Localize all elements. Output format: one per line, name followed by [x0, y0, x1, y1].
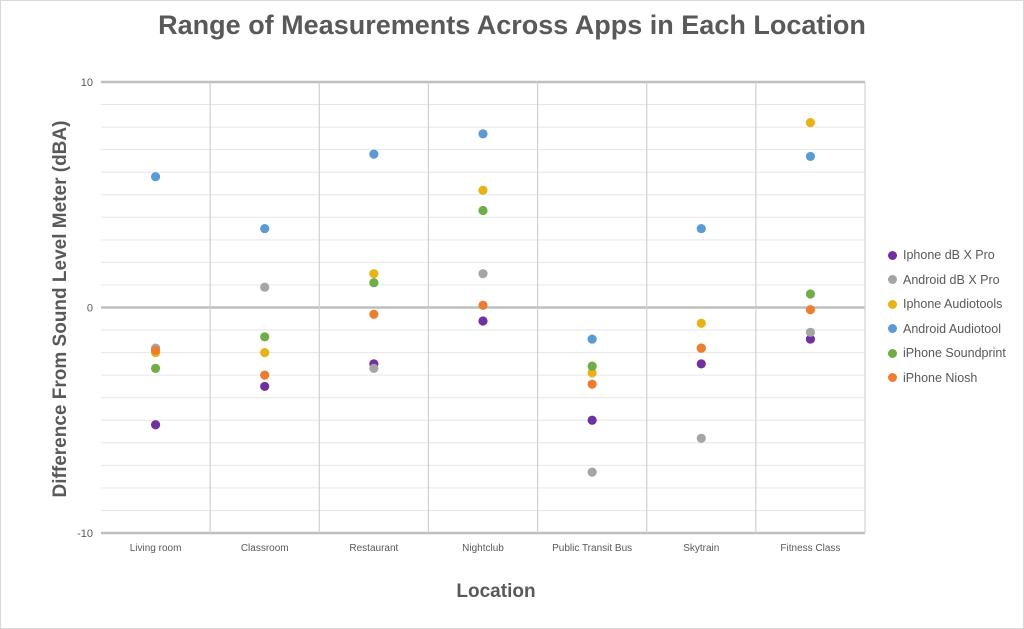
data-point: [260, 370, 270, 380]
data-point: [150, 172, 161, 182]
data-point: [587, 379, 597, 389]
legend-label: Iphone Audiotools: [903, 297, 1003, 312]
x-category-label: Fitness Class: [780, 543, 840, 554]
data-point: [478, 205, 488, 216]
legend-marker: [888, 275, 897, 285]
data-point: [587, 368, 597, 378]
data-point: [696, 343, 706, 353]
data-point: [587, 415, 597, 425]
data-point: [369, 269, 379, 279]
legend-item: iPhone Soundprint: [888, 341, 1006, 366]
legend-marker: [888, 299, 897, 309]
data-point: [369, 278, 379, 288]
data-point: [696, 359, 706, 369]
data-point: [369, 363, 379, 373]
x-category-label: Nightclub: [462, 543, 504, 554]
chart-legend: Iphone dB X Pro Android dB X Pro Iphone Au…: [888, 243, 1006, 390]
legend-item: Iphone dB X Pro: [888, 243, 1006, 268]
data-point: [369, 149, 379, 159]
data-point: [260, 332, 270, 342]
legend-item: Android Audiotool: [888, 317, 1006, 342]
data-point: [478, 185, 488, 195]
data-point: [150, 345, 161, 355]
y-axis-title: Difference From Sound Level Meter (dBA): [50, 121, 71, 498]
data-point: [696, 223, 706, 234]
x-category-label: Restaurant: [349, 543, 398, 554]
legend-label: iPhone Niosh: [903, 370, 978, 385]
data-point: [478, 316, 488, 326]
data-point: [587, 467, 597, 477]
chart-title: Range of Measurements Across Apps in Eac…: [158, 10, 866, 40]
legend-marker: [888, 373, 897, 383]
legend-label: Android Audiotool: [903, 321, 1001, 336]
legend-marker: [888, 348, 897, 358]
x-category-label: Public Transit Bus: [552, 543, 632, 554]
data-point: [478, 300, 488, 310]
data-point: [260, 348, 270, 358]
data-point: [478, 269, 488, 279]
x-category-label: Classroom: [241, 543, 289, 554]
legend-label: Iphone dB X Pro: [903, 248, 995, 263]
data-point: [150, 420, 161, 430]
x-axis-title: Location: [456, 581, 535, 602]
y-tick-label: 0: [87, 303, 93, 315]
data-point: [696, 433, 706, 443]
y-tick-label: 10: [81, 77, 93, 89]
y-tick-label: -10: [77, 528, 93, 540]
data-point: [260, 282, 270, 292]
data-point: [805, 117, 816, 128]
legend-item: Android dB X Pro: [888, 268, 1006, 293]
data-point: [805, 327, 816, 337]
legend-marker: [888, 324, 897, 334]
data-point: [587, 334, 597, 344]
data-point: [805, 305, 816, 315]
data-point: [369, 309, 379, 319]
legend-marker: [888, 250, 897, 260]
data-point: [805, 334, 816, 344]
x-category-label: Skytrain: [683, 543, 719, 554]
data-point: [805, 151, 816, 162]
data-point: [260, 223, 270, 234]
x-category-label: Living room: [130, 543, 182, 554]
legend-label: iPhone Soundprint: [903, 346, 1006, 361]
legend-item: Iphone Audiotools: [888, 292, 1006, 317]
data-point: [696, 318, 706, 328]
data-point: [805, 289, 816, 299]
legend-label: Android dB X Pro: [903, 272, 1000, 287]
data-point: [478, 129, 488, 139]
data-point: [150, 363, 161, 373]
data-point: [260, 381, 270, 392]
data-point: [587, 361, 597, 371]
legend-item: iPhone Niosh: [888, 366, 1006, 391]
